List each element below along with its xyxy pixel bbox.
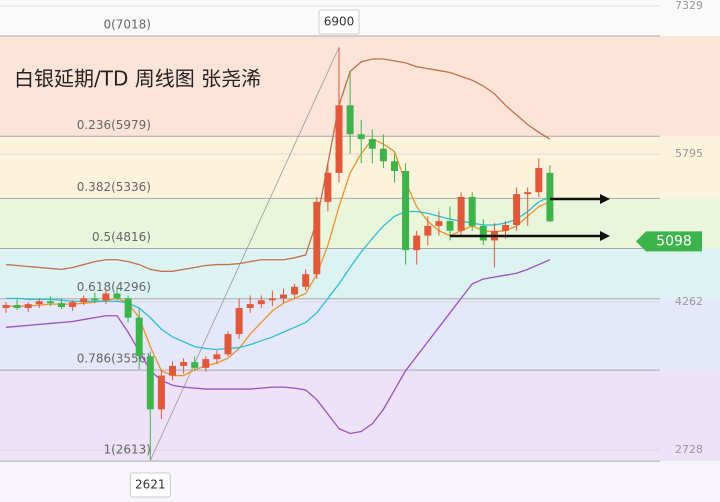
indicator-line: [5, 259, 551, 435]
candle-body: [546, 172, 554, 222]
fib-label: 0.236(5979): [77, 118, 151, 132]
candle-body: [357, 134, 365, 140]
candle-body: [102, 293, 110, 301]
candle-body: [113, 293, 121, 299]
candle-body: [391, 161, 398, 171]
fib-label: 0(7018): [103, 18, 151, 32]
candle-body: [324, 172, 332, 202]
candle-body: [402, 170, 410, 251]
y-tick-label: 4262: [675, 295, 703, 308]
candle-body: [246, 304, 254, 308]
high-label: 6900: [324, 15, 355, 29]
candle-body: [502, 224, 509, 231]
high-callout: [318, 9, 360, 35]
arrow-head: [600, 231, 610, 241]
band: [0, 136, 720, 199]
band: [0, 298, 720, 371]
candle-body: [135, 317, 143, 357]
candle-body: [313, 201, 321, 275]
candle-body: [513, 194, 521, 225]
candle-body: [524, 192, 532, 195]
candle-body: [424, 225, 432, 236]
candle-body: [58, 303, 65, 308]
candle-body: [24, 304, 32, 308]
plot: 6900 2621 5098: [2, 9, 702, 498]
candle-body: [213, 354, 221, 360]
low-label: 2621: [135, 478, 166, 492]
candle-body: [379, 148, 387, 162]
candle-body: [335, 105, 343, 173]
band: [0, 248, 720, 299]
last-price: 5098: [656, 233, 692, 249]
candle-body: [13, 305, 21, 308]
arrow-head: [600, 194, 610, 204]
price-tag: [636, 231, 702, 252]
y-tick-label: 5795: [675, 147, 703, 160]
band: [0, 461, 720, 502]
candle-body: [180, 362, 188, 366]
candle-body: [479, 225, 487, 241]
y-tick-label: 2728: [675, 443, 703, 456]
candle-body: [191, 362, 199, 368]
candle-body: [46, 301, 54, 304]
candle-body: [80, 298, 88, 303]
candle-body: [457, 196, 465, 231]
candle-body: [124, 298, 132, 318]
candle-body: [291, 286, 299, 295]
candle-body: [157, 375, 165, 410]
candle-body: [280, 294, 287, 299]
candle-body: [257, 300, 265, 305]
candle-body: [268, 298, 276, 301]
candle-body: [435, 221, 443, 226]
indicator-line: [5, 58, 551, 272]
fib-label: 0.618(4296): [77, 280, 151, 294]
candle-body: [69, 302, 77, 308]
low-callout: [129, 472, 171, 498]
band: [0, 370, 720, 462]
candle-body: [368, 139, 376, 149]
fib-label: 0.786(3556): [77, 352, 151, 366]
candle-body: [202, 359, 210, 368]
candle-body: [169, 365, 176, 376]
chart-title: 白银延期/TD 周线图 张尧浠: [14, 67, 261, 91]
candle-body: [146, 356, 154, 410]
candle-body: [235, 307, 243, 335]
y-tick-label: 7329: [675, 0, 703, 12]
fib-label: 0.382(5336): [77, 180, 151, 194]
candle-body: [446, 221, 454, 231]
fib-label: 0.5(4816): [92, 230, 151, 244]
candle-body: [468, 196, 476, 226]
candle-body: [413, 235, 421, 251]
candle-body: [224, 334, 232, 355]
candle-body: [35, 301, 43, 305]
candle-body: [2, 305, 10, 308]
candle-body: [302, 274, 310, 287]
band: [0, 36, 720, 137]
trend-line: [149, 47, 340, 461]
candle-body: [346, 105, 354, 135]
candle-body: [91, 298, 99, 301]
fib-label: 1(2613): [103, 443, 151, 457]
candle-body: [535, 168, 543, 193]
